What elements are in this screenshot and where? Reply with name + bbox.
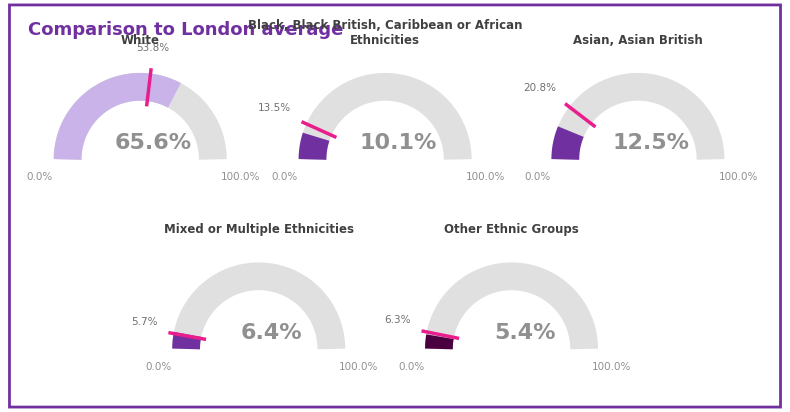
Text: 12.5%: 12.5%: [612, 133, 690, 153]
Text: 6.3%: 6.3%: [384, 315, 411, 325]
Text: 10.1%: 10.1%: [359, 133, 437, 153]
Text: 100.0%: 100.0%: [592, 362, 631, 372]
Text: 0.0%: 0.0%: [27, 173, 53, 183]
Text: 100.0%: 100.0%: [465, 173, 505, 183]
Text: 65.6%: 65.6%: [115, 133, 192, 153]
Text: 20.8%: 20.8%: [523, 83, 556, 93]
Text: 100.0%: 100.0%: [339, 362, 378, 372]
Title: Other Ethnic Groups: Other Ethnic Groups: [444, 223, 579, 236]
Title: Asian, Asian British: Asian, Asian British: [573, 34, 703, 47]
Text: 0.0%: 0.0%: [525, 173, 551, 183]
Text: 13.5%: 13.5%: [258, 103, 292, 113]
Text: 5.4%: 5.4%: [494, 323, 555, 343]
Text: 53.8%: 53.8%: [136, 43, 169, 54]
Title: Mixed or Multiple Ethnicities: Mixed or Multiple Ethnicities: [164, 223, 354, 236]
Text: 100.0%: 100.0%: [718, 173, 758, 183]
Text: 0.0%: 0.0%: [398, 362, 424, 372]
Text: 6.4%: 6.4%: [241, 323, 303, 343]
Text: 100.0%: 100.0%: [220, 173, 260, 183]
Title: Black, Black British, Caribbean or African
Ethnicities: Black, Black British, Caribbean or Afric…: [248, 19, 522, 47]
Text: 0.0%: 0.0%: [145, 362, 171, 372]
Text: 0.0%: 0.0%: [272, 173, 298, 183]
Text: 5.7%: 5.7%: [130, 317, 157, 327]
Title: White: White: [121, 34, 160, 47]
Text: Comparison to London average: Comparison to London average: [28, 21, 343, 39]
